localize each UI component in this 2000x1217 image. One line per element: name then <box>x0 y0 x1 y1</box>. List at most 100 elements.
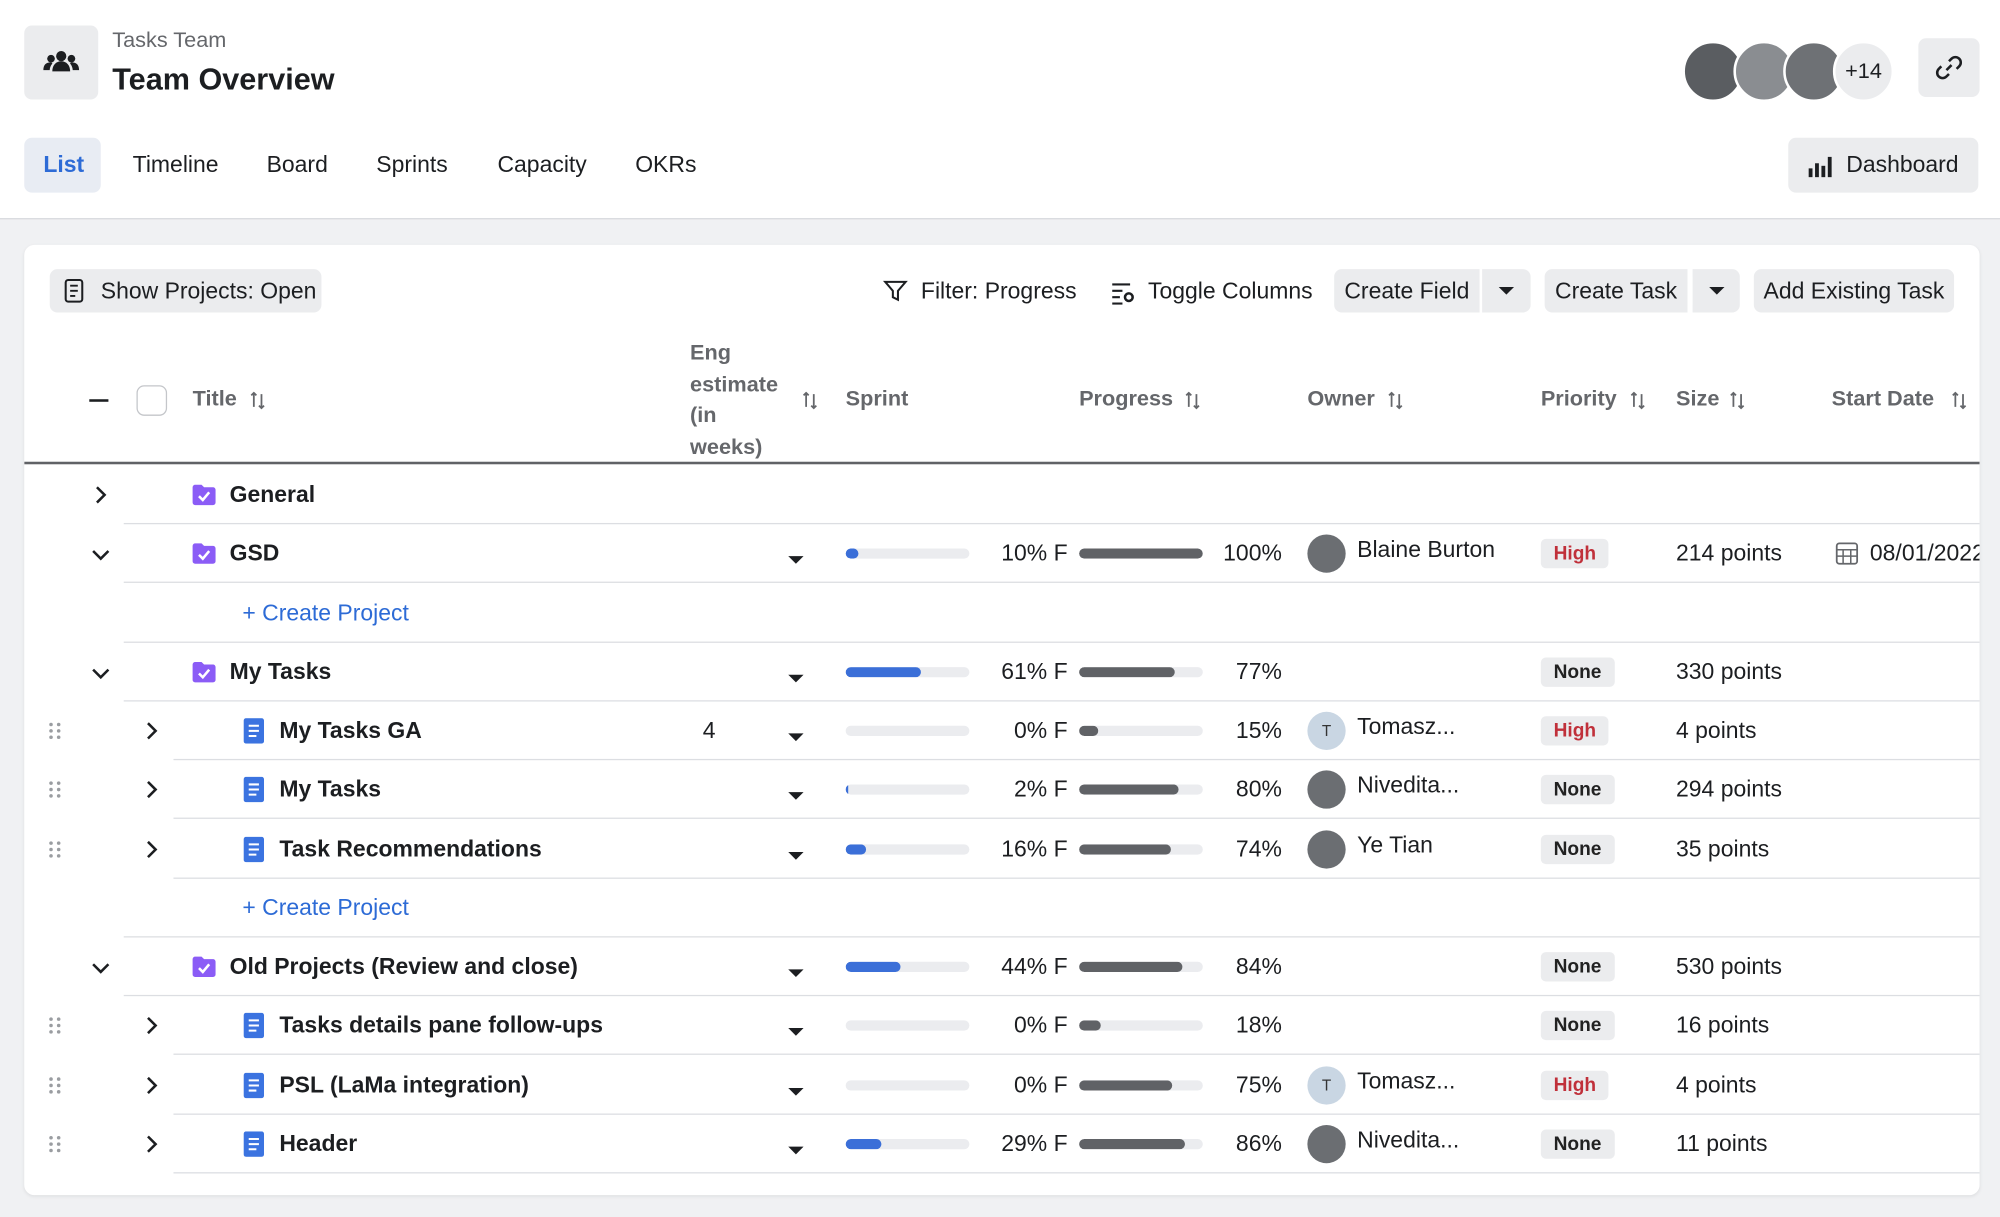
sprint-dropdown[interactable] <box>787 962 805 978</box>
create-field-dropdown[interactable] <box>1482 269 1531 313</box>
expand-chevron[interactable] <box>144 1134 159 1154</box>
priority-badge[interactable]: None <box>1540 952 1615 982</box>
toggle-icon <box>1112 283 1134 305</box>
create-project-link[interactable]: + Create Project <box>242 599 409 626</box>
project-title[interactable]: Task Recommendations <box>279 835 542 862</box>
priority-badge[interactable]: None <box>1540 657 1615 687</box>
tab[interactable]: Sprints <box>376 151 448 178</box>
show-projects-button[interactable]: Show Projects: Open <box>49 269 322 313</box>
column-header[interactable]: Title <box>192 386 237 411</box>
add-existing-task-button[interactable]: Add Existing Task <box>1753 269 1955 313</box>
caret <box>1498 286 1515 295</box>
priority-badge[interactable]: None <box>1540 775 1615 805</box>
sprint-dropdown[interactable] <box>787 1139 805 1155</box>
create-task-button[interactable]: Create Task <box>1544 269 1688 313</box>
sprint-bar-track <box>845 961 970 973</box>
sprint-dropdown[interactable] <box>787 726 805 742</box>
priority-badge[interactable]: None <box>1540 1011 1615 1041</box>
project-title[interactable]: My Tasks <box>279 776 382 803</box>
tab[interactable]: Timeline <box>132 151 219 178</box>
create-project-link[interactable]: + Create Project <box>242 894 409 921</box>
dashboard-label: Dashboard <box>1846 151 1959 178</box>
project-icon <box>243 1131 265 1157</box>
group-title[interactable]: General <box>229 481 316 508</box>
project-title[interactable]: My Tasks GA <box>279 717 422 744</box>
glyph <box>788 1146 804 1155</box>
sort-icon[interactable] <box>1952 391 1967 416</box>
progress-label: 18% <box>1235 1012 1282 1039</box>
priority-badge[interactable]: None <box>1540 1129 1615 1159</box>
sprint-label: 29% F <box>1001 1130 1068 1157</box>
tab[interactable]: OKRs <box>635 151 697 178</box>
priority-badge[interactable]: High <box>1540 539 1609 569</box>
glyph <box>243 836 265 862</box>
sort-icon[interactable] <box>1388 391 1403 416</box>
sort-icon[interactable] <box>802 391 817 416</box>
glyph <box>192 484 216 506</box>
priority-badge[interactable]: None <box>1540 834 1615 864</box>
column-header[interactable]: Start Date <box>1831 386 1935 411</box>
sprint-dropdown[interactable] <box>787 1021 805 1037</box>
column-header[interactable]: Progress <box>1079 386 1174 411</box>
create-field-button[interactable]: Create Field <box>1334 269 1480 313</box>
group-title[interactable]: GSD <box>229 540 280 567</box>
drag-handle[interactable] <box>48 1017 61 1035</box>
link-icon <box>1935 55 1963 80</box>
expand-chevron[interactable] <box>91 546 111 561</box>
tab[interactable]: Board <box>266 151 328 178</box>
more-members[interactable]: +14 <box>1832 40 1895 103</box>
column-header[interactable]: Sprint <box>845 386 909 411</box>
priority-badge[interactable]: High <box>1540 716 1609 746</box>
expand-chevron[interactable] <box>93 485 108 505</box>
tab[interactable]: List <box>43 151 85 178</box>
sprint-dropdown[interactable] <box>787 549 805 565</box>
priority-badge[interactable]: High <box>1540 1070 1609 1100</box>
owner-avatar <box>1307 534 1346 574</box>
drag-handle[interactable] <box>48 781 61 799</box>
project-title[interactable]: Header <box>279 1130 358 1157</box>
list-card: Show Projects: Open Filter: Progress Tog… <box>24 244 1980 1196</box>
sprint-dropdown[interactable] <box>787 1080 805 1096</box>
column-header[interactable]: Size <box>1676 386 1720 411</box>
expand-chevron[interactable] <box>91 664 111 679</box>
link-button[interactable] <box>1918 38 1980 97</box>
owner-name: Nivedita... <box>1357 1126 1460 1153</box>
project-title[interactable]: PSL (LaMa integration) <box>279 1071 529 1098</box>
column-header[interactable]: Owner <box>1307 386 1375 411</box>
collapse-all[interactable] <box>89 399 109 402</box>
drag-handle[interactable] <box>48 1135 61 1153</box>
filter-button[interactable]: Filter: Progress <box>920 278 1077 304</box>
project-title[interactable]: Tasks details pane follow-ups <box>279 1012 603 1039</box>
toggle-columns-button[interactable]: Toggle Columns <box>1147 278 1313 304</box>
group-title[interactable]: My Tasks <box>229 658 332 685</box>
sort-icon[interactable] <box>1730 391 1745 416</box>
column-header[interactable]: Priority <box>1540 386 1617 411</box>
sprint-dropdown[interactable] <box>787 844 805 860</box>
drag-handle[interactable] <box>48 1076 61 1094</box>
expand-chevron[interactable] <box>144 721 159 741</box>
sprint-bar <box>845 843 866 855</box>
expand-chevron[interactable] <box>91 959 111 974</box>
tab[interactable]: Capacity <box>497 151 587 178</box>
glyph <box>92 963 110 974</box>
create-task-dropdown[interactable] <box>1692 269 1740 313</box>
expand-chevron[interactable] <box>144 1075 159 1095</box>
sprint-dropdown[interactable] <box>787 667 805 683</box>
dashboard-button[interactable]: Dashboard <box>1788 137 1979 193</box>
expand-chevron[interactable] <box>144 839 159 859</box>
sort-icon[interactable] <box>1630 391 1645 416</box>
glyph <box>250 391 265 410</box>
group-title[interactable]: Old Projects (Review and close) <box>229 953 578 980</box>
drag-handle[interactable] <box>48 722 61 740</box>
drag-handle[interactable] <box>48 840 61 858</box>
glyph <box>147 1135 158 1153</box>
select-all-checkbox[interactable] <box>136 385 168 416</box>
filter-icon <box>882 280 908 302</box>
glyph <box>147 781 158 799</box>
expand-chevron[interactable] <box>144 1016 159 1036</box>
column-header[interactable]: Eng estimate (in weeks) <box>690 340 779 459</box>
sort-icon[interactable] <box>250 391 265 416</box>
sort-icon[interactable] <box>1185 391 1200 416</box>
expand-chevron[interactable] <box>144 780 159 800</box>
sprint-dropdown[interactable] <box>787 785 805 801</box>
